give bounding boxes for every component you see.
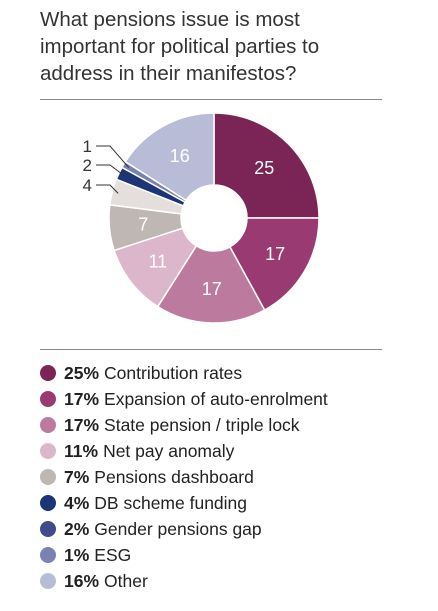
slice-leader-line (96, 184, 119, 194)
legend-label: Other (104, 570, 148, 591)
legend-item: 7% Pensions dashboard (40, 464, 430, 490)
legend-label: Pensions dashboard (94, 466, 254, 487)
legend-percent: 17% (64, 388, 100, 409)
legend-label: Contribution rates (104, 362, 243, 383)
legend-item: 25% Contribution rates (40, 360, 430, 386)
slice-leader-line (96, 164, 125, 177)
legend-percent: 4% (64, 492, 90, 513)
slice-label: 1 (83, 137, 92, 156)
legend-label: Gender pensions gap (94, 518, 262, 539)
donut-slices (108, 112, 320, 324)
legend: 25% Contribution rates 17% Expansion of … (40, 360, 430, 594)
legend-swatch (40, 521, 56, 537)
legend-divider (40, 349, 382, 350)
legend-item: 4% DB scheme funding (40, 490, 430, 516)
slice-label: 7 (138, 215, 148, 235)
legend-swatch (40, 469, 56, 485)
legend-percent: 2% (64, 518, 90, 539)
legend-percent: 17% (64, 414, 100, 435)
legend-percent: 16% (64, 570, 100, 591)
chart-title: What pensions issue is most important fo… (40, 8, 320, 85)
legend-percent: 25% (64, 362, 100, 383)
slice-label: 4 (83, 176, 92, 195)
slice-label: 16 (170, 146, 190, 166)
slice-label: 17 (202, 279, 222, 299)
donut-chart: 25 17 17 117 421 16 (83, 112, 320, 324)
legend-swatch (40, 365, 56, 381)
legend-item: 2% Gender pensions gap (40, 516, 430, 542)
legend-label: Net pay anomaly (103, 440, 235, 461)
legend-item: 1% ESG (40, 542, 430, 568)
legend-swatch (40, 443, 56, 459)
legend-swatch (40, 573, 56, 589)
legend-swatch (40, 391, 56, 407)
top-divider (40, 99, 382, 100)
slice-label: 25 (254, 158, 274, 178)
legend-swatch (40, 495, 56, 511)
legend-label: Expansion of auto-enrolment (104, 388, 328, 409)
slice-label: 17 (265, 244, 285, 264)
legend-item: 16% Other (40, 568, 430, 594)
slice-leader-line (96, 145, 130, 168)
legend-item: 17% State pension / triple lock (40, 412, 430, 438)
donut-slice-labels: 25 17 17 117 421 16 (83, 137, 286, 299)
legend-label: ESG (94, 544, 132, 565)
legend-percent: 1% (64, 544, 90, 565)
legend-percent: 11% (64, 440, 99, 461)
legend-label: State pension / triple lock (104, 414, 300, 435)
slice-label: 11 (149, 252, 168, 272)
legend-percent: 7% (64, 466, 90, 487)
legend-swatch (40, 547, 56, 563)
slice-label: 2 (83, 156, 92, 175)
legend-item: 11% Net pay anomaly (40, 438, 430, 464)
legend-label: DB scheme funding (94, 492, 248, 513)
donut-slice (213, 112, 320, 219)
donut-slice (124, 112, 215, 202)
legend-swatch (40, 417, 56, 433)
legend-item: 17% Expansion of auto-enrolment (40, 386, 430, 412)
